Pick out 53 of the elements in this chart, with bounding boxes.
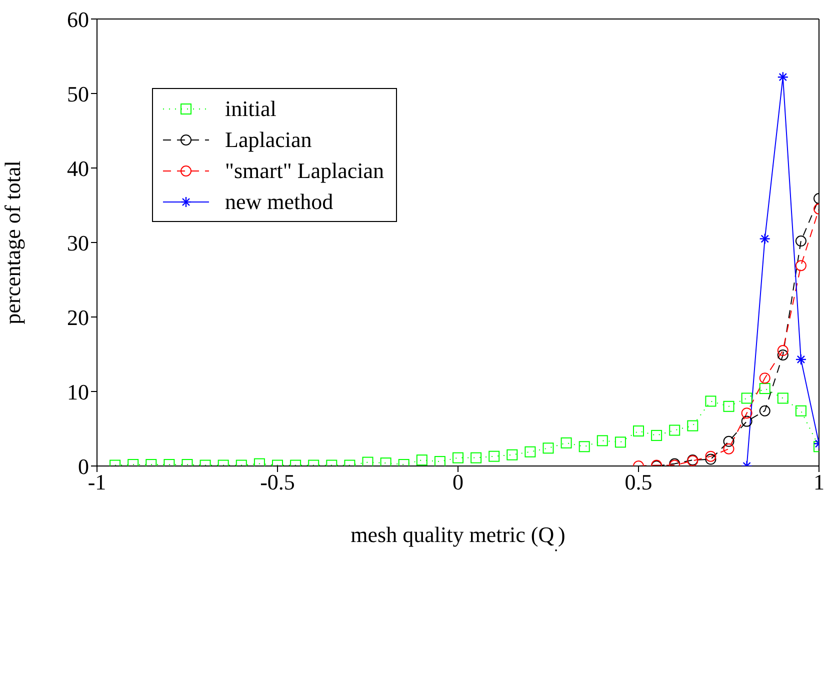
point: [705, 450, 716, 462]
point: [669, 424, 680, 436]
point: [795, 405, 806, 416]
point: [741, 392, 752, 404]
point: [506, 449, 518, 460]
point: [723, 436, 734, 447]
point: [560, 437, 572, 448]
legend-label: Laplacian: [225, 126, 312, 152]
point: [741, 408, 752, 419]
point: [777, 392, 788, 404]
point: [795, 236, 806, 247]
point: [434, 456, 446, 466]
point: [759, 383, 770, 394]
x-tick-label: -1: [88, 470, 106, 495]
x-axis-title: mesh quality metric (Q$_{.}$): [350, 522, 566, 554]
point: [524, 446, 536, 458]
point: [596, 435, 608, 446]
point: [723, 400, 734, 412]
y-tick-label: 30: [67, 230, 89, 256]
point: [452, 452, 464, 464]
point: [741, 416, 752, 427]
point: [633, 425, 644, 436]
point: [777, 349, 788, 360]
legend-label: initial: [225, 96, 276, 122]
point: [795, 260, 806, 272]
point: [614, 436, 626, 448]
point: [705, 396, 716, 407]
point: [759, 372, 770, 384]
x-tick-label: 0.5: [624, 470, 652, 495]
y-tick-label: 0: [78, 454, 89, 479]
y-tick-label: 60: [67, 6, 89, 32]
point: [578, 441, 590, 452]
y-tick-label: 50: [67, 81, 89, 106]
x-tick-label: 0: [452, 470, 464, 495]
x-tick-label: 1: [814, 470, 824, 495]
point: [362, 456, 374, 466]
point: [488, 450, 500, 462]
point: [651, 430, 662, 441]
y-tick-label: 40: [67, 156, 89, 181]
point: [416, 454, 428, 466]
y-tick-label: 10: [67, 379, 89, 404]
point: [759, 405, 770, 416]
point: [542, 442, 554, 454]
point: [470, 452, 482, 464]
point: [687, 420, 698, 432]
legend-label: "smart" Laplacian: [225, 158, 384, 184]
point: [705, 454, 716, 465]
y-tick-label: 20: [67, 304, 89, 330]
point: [777, 345, 788, 356]
point: [723, 443, 734, 454]
x-tick-label: -0.5: [260, 470, 295, 495]
legend-label: new method: [225, 188, 334, 214]
y-axis-title: percentage of total: [0, 160, 25, 324]
